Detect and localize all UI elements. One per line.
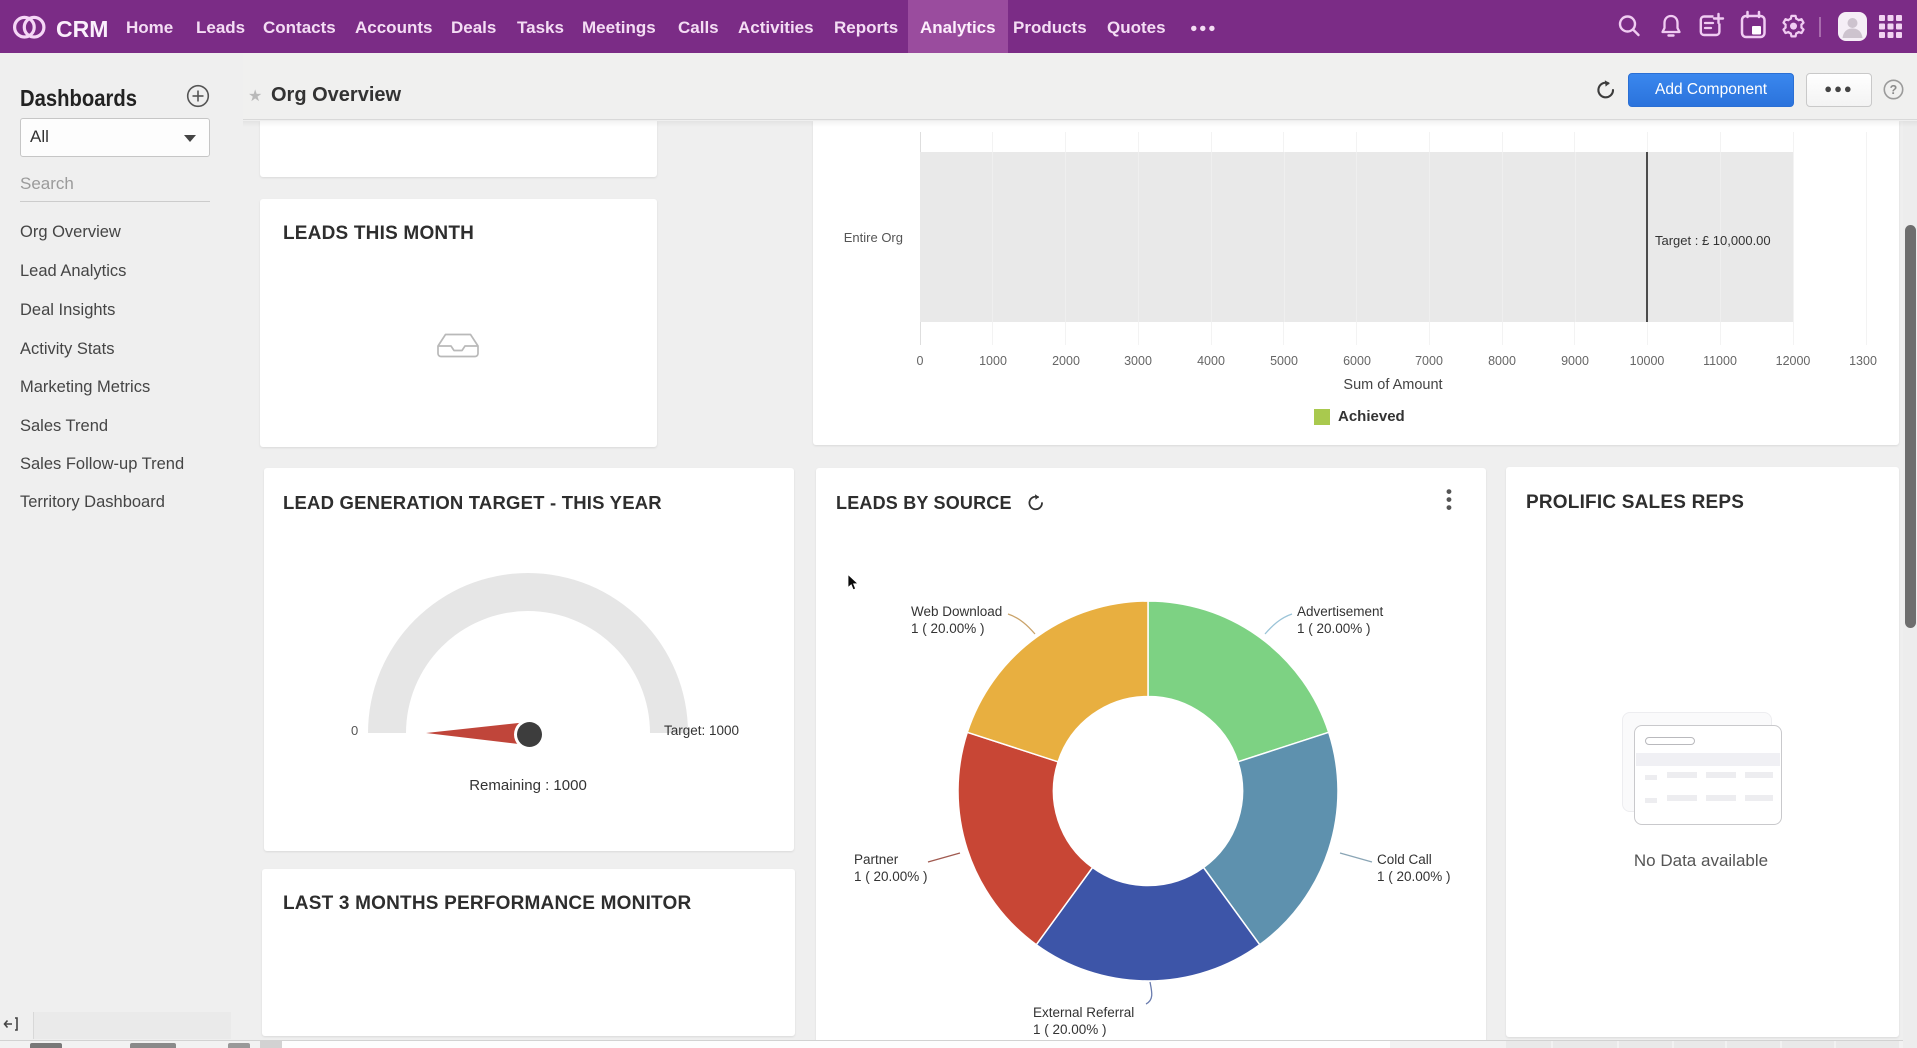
- svg-text:?: ?: [1890, 83, 1898, 97]
